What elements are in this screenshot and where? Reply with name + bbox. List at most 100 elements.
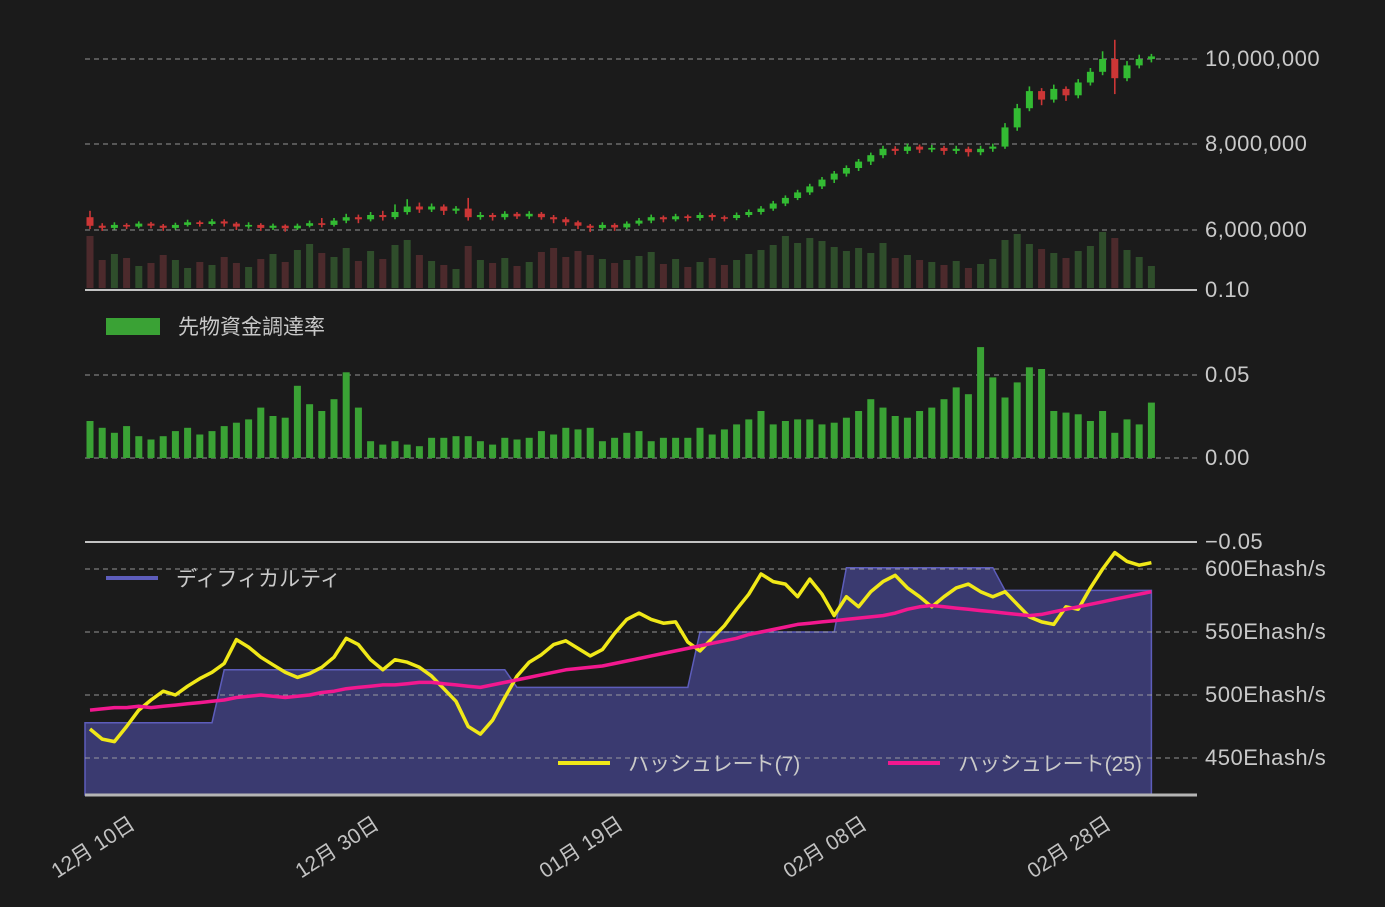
candle-body — [184, 222, 192, 225]
candle-body — [952, 148, 960, 151]
legend-hashrate-25[interactable]: ハッシュレート(25) — [888, 748, 1142, 778]
candle-body — [330, 220, 338, 225]
volume-bar — [318, 253, 326, 288]
volume-bar — [257, 259, 265, 288]
volume-bar — [916, 260, 924, 288]
funding-rate-bar — [257, 407, 265, 458]
funding-rate-bar — [562, 427, 570, 458]
candle-body — [867, 155, 875, 162]
volume-bar — [86, 236, 94, 288]
candle-body — [342, 217, 350, 221]
volume-bar — [513, 266, 521, 288]
volume-bar — [391, 245, 399, 288]
volume-bar — [354, 261, 362, 288]
volume-bar — [781, 236, 789, 288]
candle-body — [379, 215, 387, 218]
volume-bar — [940, 265, 948, 288]
candle-body — [489, 215, 497, 218]
funding-rate-bar — [476, 441, 484, 458]
funding-rate-bar — [623, 432, 631, 458]
candle-body — [1099, 59, 1107, 72]
funding-rate-bar — [611, 437, 619, 458]
volume-bar — [745, 254, 753, 288]
funding-rate-bar — [403, 444, 411, 458]
candle-body — [415, 206, 423, 210]
volume-bar — [720, 265, 728, 288]
funding-rate-bar — [281, 417, 289, 458]
volume-bar — [769, 245, 777, 288]
candle-body — [257, 224, 265, 228]
funding-rate-bar — [830, 422, 838, 458]
volume-bar — [952, 261, 960, 288]
volume-bar — [1111, 238, 1119, 288]
volume-bar — [342, 248, 350, 288]
volume-bar — [196, 262, 204, 288]
volume-bar — [550, 248, 558, 288]
funding-rate-bar — [940, 399, 948, 458]
volume-bar — [1123, 250, 1131, 288]
funding-rate-bar — [964, 394, 972, 458]
volume-bar — [184, 268, 192, 288]
candle-body — [598, 224, 606, 228]
funding-rate-bar — [318, 411, 326, 458]
funding-rate-bar — [208, 431, 216, 458]
volume-bar — [684, 267, 692, 288]
legend-difficulty[interactable]: ディフィカルティ — [106, 563, 341, 593]
candle-body — [501, 213, 509, 218]
volume-bar — [830, 247, 838, 288]
funding-rate-bar — [977, 347, 985, 458]
candle-body — [1123, 65, 1131, 79]
funding-rate-bar — [1062, 412, 1070, 458]
volume-bar — [1038, 249, 1046, 288]
funding-rate-bar — [696, 427, 704, 458]
volume-bar — [135, 266, 143, 288]
candle-body — [513, 213, 521, 217]
funding-rate-bar — [952, 387, 960, 458]
funding-rate-bar — [586, 427, 594, 458]
volume-bar — [964, 268, 972, 288]
volume-bar — [537, 252, 545, 288]
candle-body — [440, 206, 448, 211]
candle-body — [1111, 59, 1119, 79]
y-axis-label: 600Ehash/s — [1205, 556, 1327, 581]
volume-bar — [245, 267, 253, 288]
funding-rate-bar — [428, 437, 436, 458]
candle-body — [367, 215, 375, 220]
candle-body — [1013, 108, 1021, 128]
candle-body — [940, 147, 948, 151]
candle-body — [98, 225, 106, 228]
legend-hashrate-7[interactable]: ハッシュレート(7) — [558, 748, 800, 778]
candle-body — [1025, 91, 1033, 109]
volume-bar — [379, 259, 387, 288]
funding-rate-bar — [1074, 414, 1082, 458]
candle-body — [1135, 59, 1143, 66]
candle-body — [891, 148, 899, 151]
difficulty-area — [84, 566, 1153, 796]
candle-body — [245, 224, 253, 227]
funding-rate-bar — [391, 441, 399, 458]
funding-rate-bar — [1013, 382, 1021, 458]
volume-bar — [672, 259, 680, 288]
candle-body — [586, 225, 594, 228]
volume-bar — [306, 244, 314, 288]
candle-body — [818, 179, 826, 187]
volume-bar — [440, 265, 448, 288]
volume-bar — [489, 263, 497, 288]
legend-funding-rate[interactable]: 先物資金調達率 — [106, 311, 325, 341]
funding-rate-bar — [306, 404, 314, 458]
hashrate-25-line — [89, 589, 1152, 712]
candle-body — [428, 206, 436, 210]
candle-body — [916, 146, 924, 150]
funding-rate-bar — [489, 444, 497, 458]
volume-bar — [1099, 232, 1107, 288]
candle-body — [537, 213, 545, 218]
volume-bar — [867, 253, 875, 288]
candle-body — [269, 225, 277, 228]
candle-body — [452, 208, 460, 211]
candle-body — [123, 224, 131, 227]
volume-bar — [1062, 258, 1070, 288]
volume-bar — [123, 258, 131, 288]
volume-bar — [879, 243, 887, 288]
volume-bar — [147, 263, 155, 288]
